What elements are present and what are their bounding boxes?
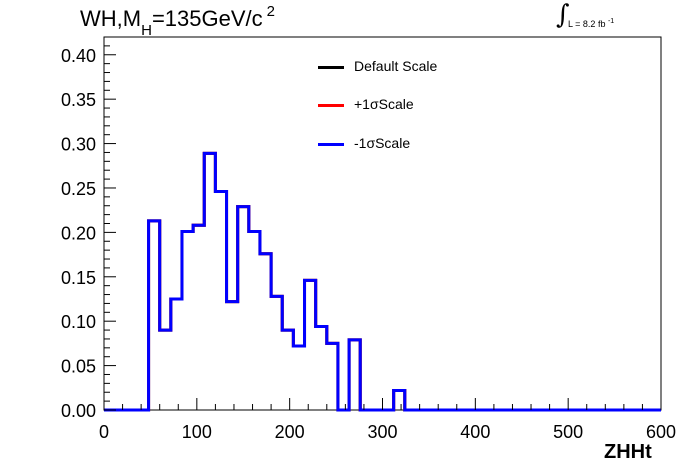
x-tick-label: 600 (646, 422, 676, 442)
y-tick-label: 0.00 (61, 401, 96, 421)
legend-swatch-default (318, 66, 344, 69)
legend-label-default: Default Scale (354, 58, 438, 74)
legend-label-minus: -1σScale (354, 135, 411, 151)
x-axis-title: ZHHt (604, 441, 652, 463)
title-superscript: 2 (266, 3, 275, 20)
title-main: WH,M (80, 6, 142, 31)
x-tick-label: 500 (553, 422, 583, 442)
y-tick-label: 0.20 (61, 223, 96, 243)
series-line-0 (104, 151, 661, 412)
plot-title: WH,MH=135GeV/c 2 (80, 3, 275, 39)
x-tick-label: 400 (460, 422, 490, 442)
y-tick-label: 0.30 (61, 135, 96, 155)
lumi-text: L = 8.2 fb (568, 19, 606, 29)
series-line-1 (104, 151, 661, 412)
y-tick-label: 0.25 (61, 179, 96, 199)
x-tick-label: 100 (182, 422, 212, 442)
legend-swatch-minus (318, 143, 344, 146)
y-tick-label: 0.35 (61, 90, 96, 110)
y-tick-label: 0.15 (61, 268, 96, 288)
plot-frame (103, 36, 662, 411)
y-tick-label: 0.40 (61, 46, 96, 66)
x-tick-label: 300 (367, 422, 397, 442)
title-rest: =135GeV/c (151, 6, 263, 31)
y-tick-label: 0.10 (61, 312, 96, 332)
title-subscript: H (141, 22, 152, 39)
x-tick-label: 0 (99, 422, 109, 442)
x-tick-label: 200 (275, 422, 305, 442)
legend-label-plus: +1σScale (354, 96, 414, 112)
y-tick-label: 0.05 (61, 357, 96, 377)
integral-icon: ∫ (556, 0, 570, 30)
legend-swatch-plus (318, 104, 344, 107)
series-line-2 (104, 151, 661, 412)
lumi-exponent: -1 (607, 18, 615, 25)
